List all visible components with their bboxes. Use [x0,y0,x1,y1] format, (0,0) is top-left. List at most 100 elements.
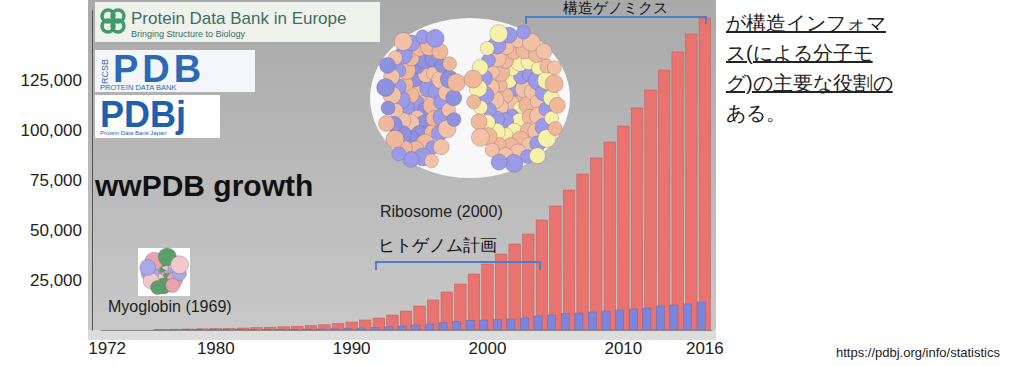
protein-atom [471,128,489,146]
protein-atom [505,154,523,172]
bar [425,324,433,330]
protein-atom [471,114,487,130]
bar [194,329,202,330]
bar [618,126,630,330]
bar [398,326,406,330]
bar [548,315,556,330]
y-tick-label: 100,000 [21,121,82,140]
x-tick-label: 1972 [88,339,126,358]
ribosome-backdrop [370,18,570,178]
x-tick: 1980 [197,330,235,358]
bar [181,329,189,330]
y-tick-label: 50,000 [30,221,82,240]
logo-icon [112,20,124,32]
protein-atom [447,113,461,127]
bar [167,329,175,330]
y-tick: 50,000 [30,221,92,240]
chart-title: wwPDB growth [94,169,313,202]
x-tick: 2016 [686,330,724,358]
bar [561,314,569,330]
protein-atom [447,74,465,92]
x-tick: 1972 [88,330,126,358]
protein-atom [380,57,396,73]
x-tick-label: 2010 [604,339,642,358]
protein-atom [480,41,494,55]
bar [154,329,162,330]
bar [371,328,379,330]
note-line: グ)の主要な役割の [726,72,893,94]
annotation: ヒトゲノム計画 [378,236,497,255]
x-tick: 2010 [604,330,642,358]
ribosome-small-subunit [377,29,466,167]
protein-atom [166,278,180,292]
bar [602,311,610,330]
y-tick: 75,000 [30,171,92,190]
bar [493,320,501,330]
chart-root: 25,00050,00075,000100,000125,00019721980… [0,0,1009,366]
bar [575,313,583,330]
protein-atom [536,43,552,59]
x-axis-line [101,330,713,331]
bar [699,18,711,330]
series-1 [154,302,705,330]
logo-text: PROTEIN DATA BANK [100,83,176,92]
bracket [526,17,706,24]
bar [412,325,420,330]
source: https://pdbj.org/info/statistics [836,345,1001,360]
protein-atom [394,32,412,50]
bar [385,327,393,330]
annotation: Ribosome (2000) [380,203,503,220]
protein-atom [490,25,508,43]
bar [697,302,705,330]
bar [249,329,257,330]
protein-atom [151,281,165,295]
y-tick: 25,000 [30,271,92,290]
logo-text: RCSB [100,59,110,84]
plot-background [88,0,716,340]
protein-atom [467,95,481,109]
bar [208,329,216,330]
bar [520,318,528,330]
note-line: ス(による分子モ [726,42,873,64]
y-tick-label: 75,000 [30,171,82,190]
bar [276,329,284,330]
logo-text: Protein Data Bank Japan [100,130,167,136]
bar [317,329,325,330]
y-axis: 25,00050,00075,000100,000125,000 [21,11,93,331]
protein-atom [549,97,565,113]
protein-atom [547,61,561,75]
logo-box [95,2,380,42]
bar [262,329,270,330]
bar [590,158,602,330]
bar [672,52,684,330]
bar [534,316,542,330]
bar [235,329,243,330]
note-line: が構造インフォマ [726,12,886,34]
logo-text: PDBj [100,94,186,135]
y-axis-line [92,11,93,331]
protein-atom [140,259,156,275]
bar [222,329,230,330]
ribosome-large-subunit [464,25,565,173]
x-tick-label: 2016 [686,339,724,358]
annotation: 構造ゲノミクス [563,0,668,16]
bar [495,254,507,330]
bar [631,108,643,330]
bar [670,305,678,330]
bar [577,174,589,330]
protein-atom [530,148,546,164]
protein-atom [424,154,438,168]
protein-atom [392,147,406,161]
bar [357,328,365,330]
bar [616,310,624,330]
protein-atom [426,29,444,47]
rcsb-logo: RCSBPDBPROTEIN DATA BANK [95,48,255,92]
protein-atom [491,154,507,170]
y-tick: 100,000 [21,121,92,140]
logos: Protein Data Bank in EuropeBringing Stru… [95,2,380,138]
bar [507,319,515,330]
bar [330,329,338,330]
protein-atom [171,256,189,274]
bar [439,323,447,330]
pdbe-logo: Protein Data Bank in EuropeBringing Stru… [95,2,380,42]
